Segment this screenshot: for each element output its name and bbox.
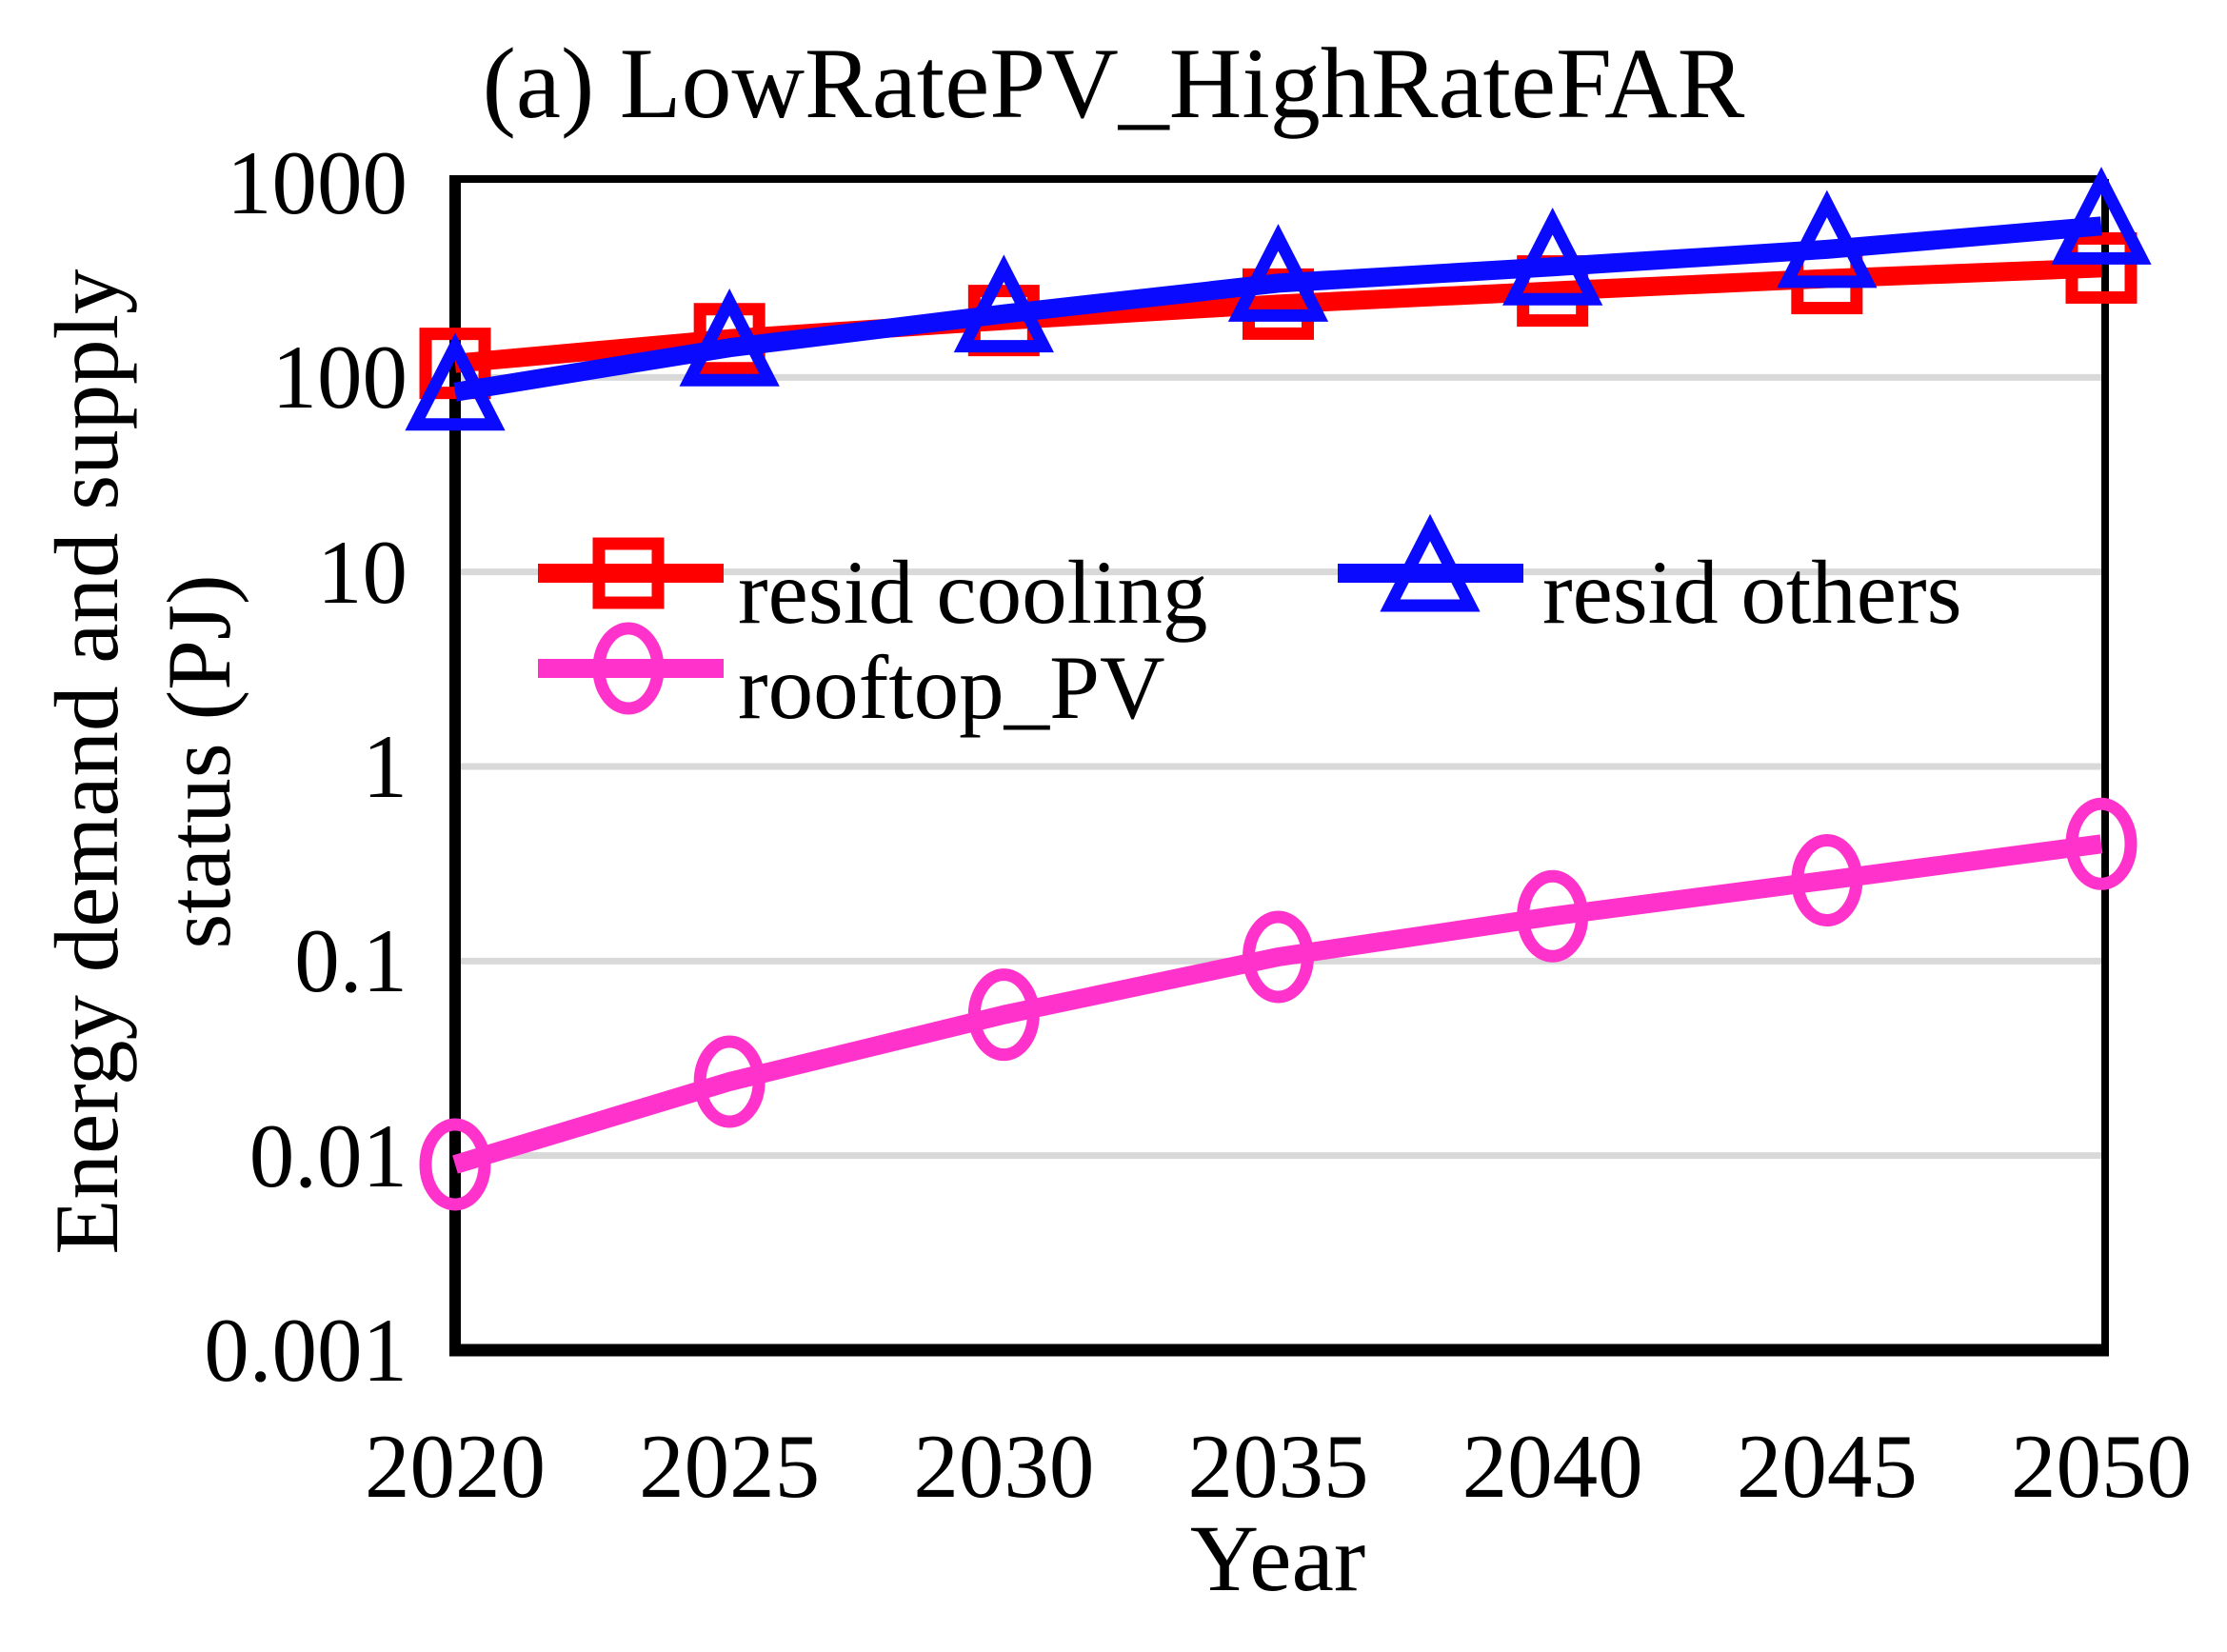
x-tick-label: 2035 xyxy=(1187,1416,1369,1517)
x-axis-label: Year xyxy=(1189,1505,1366,1611)
y-tick-label: 0.1 xyxy=(294,910,408,1012)
marker-circle xyxy=(1243,910,1314,1004)
marker-circle xyxy=(1791,834,1863,927)
series-line-resid-others xyxy=(453,216,2102,402)
marker-square xyxy=(592,537,665,609)
marker-circle xyxy=(693,1035,766,1128)
marker-triangle xyxy=(405,332,506,431)
x-tick-label: 2020 xyxy=(365,1416,546,1517)
y-tick-label: 0.01 xyxy=(249,1105,408,1206)
marker-triangle xyxy=(1777,189,1878,289)
y-tick-label: 10 xyxy=(317,521,408,623)
y-tick-label: 1000 xyxy=(227,132,408,233)
marker-circle xyxy=(1517,869,1589,963)
marker-triangle xyxy=(953,254,1054,353)
marker-triangle xyxy=(1502,207,1603,306)
legend-label-rooftop-pv: rooftop_PV xyxy=(738,637,1165,738)
marker-triangle xyxy=(2051,167,2152,265)
marker-circle xyxy=(592,622,665,715)
x-tick-label: 2050 xyxy=(2011,1416,2192,1517)
marker-circle xyxy=(967,968,1040,1062)
x-tick-label: 2030 xyxy=(913,1416,1095,1517)
legend-label-resid-cooling: resid cooling xyxy=(738,542,1208,643)
y-tick-label: 0.001 xyxy=(204,1300,408,1401)
marker-triangle xyxy=(679,288,780,387)
marker-circle xyxy=(2065,797,2138,890)
x-tick-label: 2040 xyxy=(1461,1416,1643,1517)
chart-title: (a) LowRatePV_HighRateFAR xyxy=(482,28,1745,139)
x-tick-label: 2025 xyxy=(639,1416,821,1517)
y-tick-label: 100 xyxy=(271,327,408,428)
legend-label-resid-others: resid others xyxy=(1542,542,1962,643)
series-line-rooftop-pv xyxy=(452,834,2103,1174)
marker-triangle xyxy=(1380,513,1481,612)
x-tick-label: 2045 xyxy=(1736,1416,1918,1517)
marker-square xyxy=(2065,231,2138,304)
marker-circle xyxy=(419,1118,491,1211)
marker-triangle xyxy=(1227,224,1329,322)
y-tick-label: 1 xyxy=(362,716,408,817)
